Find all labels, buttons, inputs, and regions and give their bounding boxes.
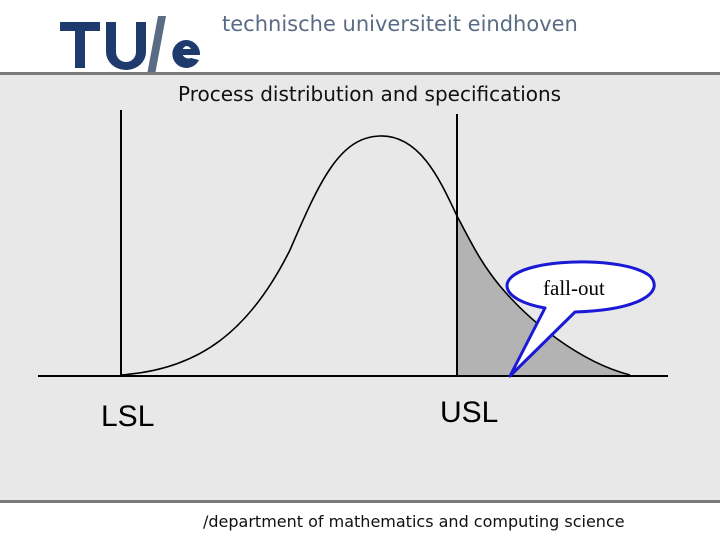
tue-logo	[60, 16, 201, 80]
lsl-label: LSL	[101, 400, 155, 433]
fall-out-region	[457, 216, 630, 375]
fall-out-label: fall-out	[543, 276, 605, 300]
footer-department: /department of mathematics and computing…	[203, 512, 625, 531]
fall-out-callout	[505, 260, 656, 378]
logo-bar: technische universiteit eindhoven	[0, 0, 720, 80]
slide-title: Process distribution and specifications	[178, 82, 562, 106]
distribution-curve	[119, 135, 631, 376]
usl-label: USL	[440, 396, 499, 429]
university-name: technische universiteit eindhoven	[222, 12, 578, 36]
